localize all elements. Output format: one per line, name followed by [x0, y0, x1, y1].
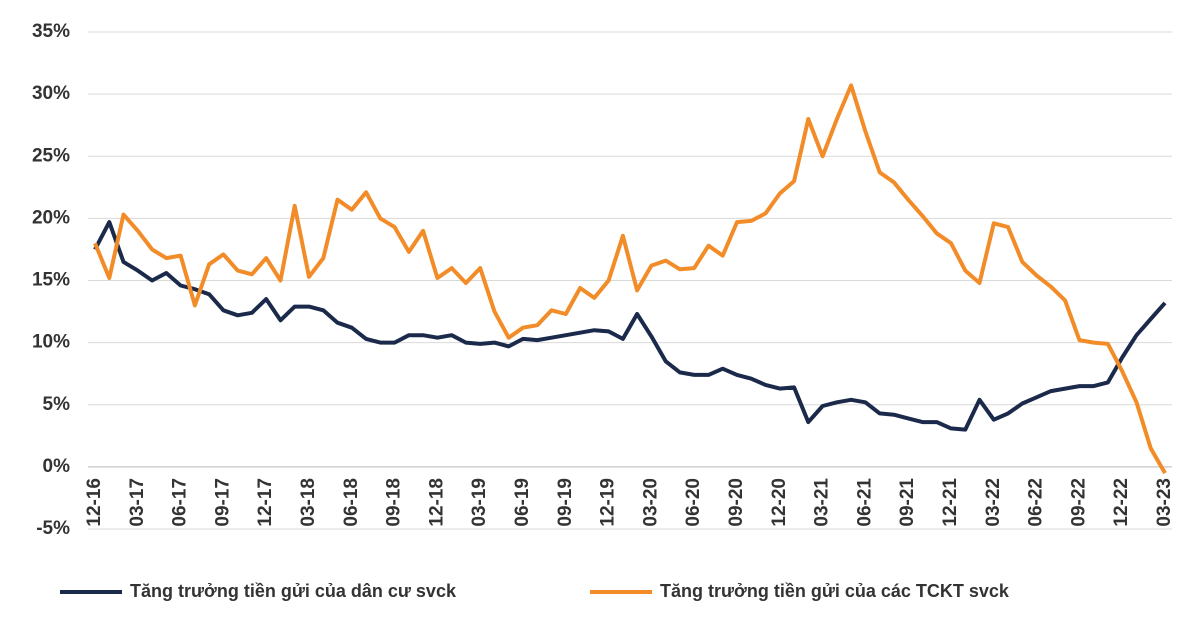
- x-tick-label: 09-17: [212, 478, 233, 527]
- x-tick-label: 09-22: [1068, 478, 1089, 527]
- x-tick-label: 03-19: [469, 478, 490, 527]
- x-tick-label: 06-22: [1026, 478, 1047, 527]
- x-tick-label: 06-20: [683, 478, 704, 527]
- x-tick-label: 06-21: [854, 478, 875, 527]
- x-tick-label: 06-19: [512, 478, 533, 527]
- y-tick-label: -5%: [36, 518, 70, 539]
- y-tick-label: 0%: [43, 456, 71, 477]
- x-tick-label: 06-18: [341, 478, 362, 527]
- y-tick-label: 15%: [32, 270, 70, 291]
- line-series: [93, 220, 1167, 432]
- x-tick-label: 03-23: [1154, 478, 1175, 527]
- y-tick-label: 30%: [32, 83, 70, 104]
- y-tick-label: 10%: [32, 332, 70, 353]
- y-tick-label: 35%: [32, 21, 70, 42]
- x-tick-label: 12-16: [84, 478, 105, 527]
- x-tick-label: 03-18: [298, 478, 319, 527]
- x-tick-label: 03-20: [640, 478, 661, 527]
- line-series: [93, 83, 1167, 475]
- x-tick-label: 06-17: [170, 478, 191, 527]
- x-tick-label: 12-19: [598, 478, 619, 527]
- y-tick-label: 20%: [32, 207, 70, 228]
- legend-text: Tăng trưởng tiền gửi của dân cư svck: [130, 581, 457, 601]
- x-tick-label: 03-17: [127, 478, 148, 527]
- x-tick-label: 09-18: [384, 478, 405, 527]
- x-tick-label: 03-22: [983, 478, 1004, 527]
- x-tick-label: 12-20: [769, 478, 790, 527]
- x-tick-label: 09-20: [726, 478, 747, 527]
- x-tick-label: 09-21: [897, 478, 918, 527]
- x-tick-label: 09-19: [555, 478, 576, 527]
- x-tick-label: 03-21: [812, 478, 833, 527]
- x-tick-label: 12-17: [255, 478, 276, 527]
- x-tick-label: 12-21: [940, 478, 961, 527]
- x-tick-label: 12-22: [1111, 478, 1132, 527]
- legend-text: Tăng trưởng tiền gửi của các TCKT svck: [660, 581, 1010, 601]
- y-tick-label: 25%: [32, 145, 70, 166]
- y-tick-label: 5%: [43, 394, 71, 415]
- x-tick-label: 12-18: [426, 478, 447, 527]
